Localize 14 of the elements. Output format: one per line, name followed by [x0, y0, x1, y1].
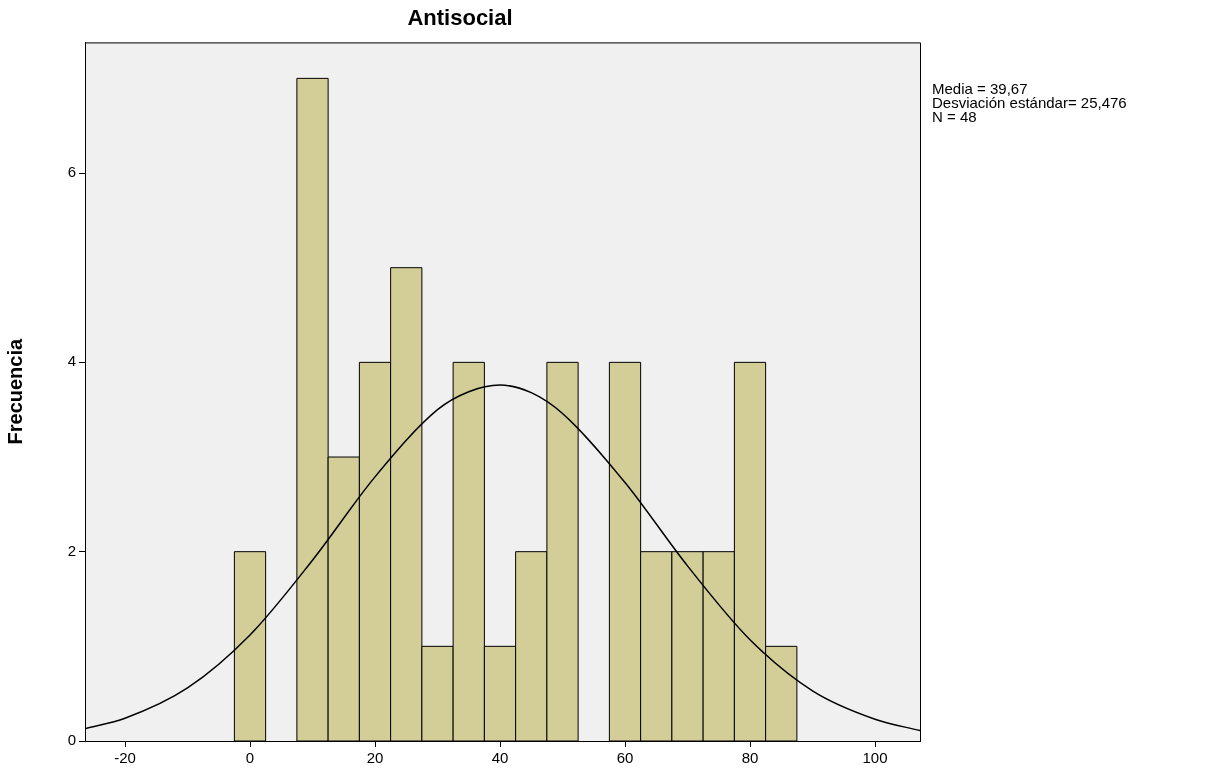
- y-tick-label: 0: [67, 731, 76, 749]
- x-tick-label: 40: [491, 749, 509, 767]
- chart-title: Antisocial: [407, 5, 513, 31]
- x-tick-label: 100: [862, 749, 888, 767]
- x-tick-label: 0: [245, 749, 255, 767]
- x-tick-label: 60: [616, 749, 634, 767]
- x-tick-label: 80: [741, 749, 759, 767]
- text: N = 48: [932, 108, 977, 126]
- x-tick-label: 20: [366, 749, 384, 767]
- x-tick-label: -20: [114, 749, 136, 767]
- y-tick-label: 2: [67, 541, 76, 559]
- y-tick-label: 4: [67, 352, 76, 370]
- y-axis-title: Frecuencia: [3, 338, 26, 445]
- y-tick-label: 6: [67, 163, 76, 181]
